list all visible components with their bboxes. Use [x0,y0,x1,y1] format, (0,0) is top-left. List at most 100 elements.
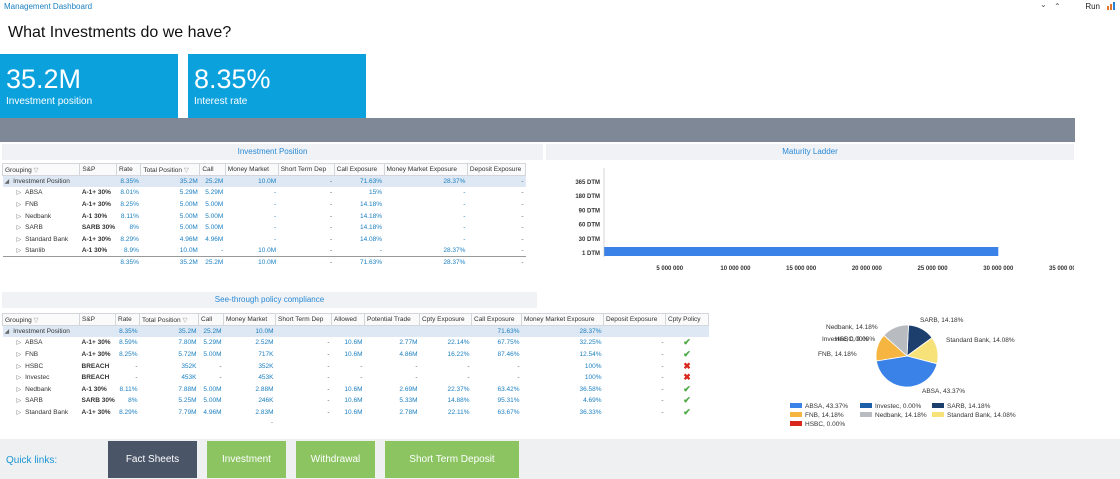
run-button[interactable]: Run [1085,2,1100,11]
call-cell: 25.2M [198,325,224,338]
call-cell: 5.00M [203,385,222,393]
rate-cell: 8.59% [119,339,138,347]
collapse-icon[interactable]: ◢ [4,179,10,186]
column-header[interactable]: Potential Trade [364,313,420,326]
table-row[interactable]: ◢ Investment Position 8.35% 35.2M 25.2M 10.0M… [2,325,709,338]
table-row[interactable]: ▷ Standard Bank A-1+ 30% 8.29% 7.79M 4.96M 2.8… [3,407,709,419]
table-row[interactable]: ▷ FNB A-1+ 30% 8.25% 5.00M 5.00M - - 14.18% - - [3,199,526,211]
expand-icon[interactable]: ▷ [16,213,22,220]
total-cell: 7.79M [178,408,197,416]
column-header[interactable]: Grouping ▽ [2,313,80,326]
expand-icon[interactable]: ▷ [16,236,22,243]
pt-cell: 5.33M [399,397,418,405]
column-header[interactable]: Call Exposure [333,163,385,176]
table-row[interactable]: ◢ Investment Position 8.35% 35.2M 25.2M 10.0M… [2,175,526,188]
filter-icon[interactable]: ▽ [31,316,39,324]
short-term-deposit-button[interactable]: Short Term Deposit [385,441,519,478]
rate-cell: 8.25% [119,350,138,358]
table-row[interactable]: ▷ Standard Bank A-1+ 30% 8.29% 4.96M 4.96M - - 1… [3,233,526,245]
chevron-down-icon[interactable]: ⌄ [1040,0,1047,9]
mm-cell: 2.83M [255,408,274,416]
grouping-cell: ▷ SARB [16,397,43,405]
grouping-cell: ▷ Nedbank [16,212,52,220]
column-header[interactable]: Money Market Exposure [521,313,604,326]
column-header[interactable]: S&P [79,313,116,326]
table-row[interactable]: ▷ ABSA A-1+ 30% 8.59% 7.80M 5.29M 2.52M - 10.6M 2… [3,337,709,349]
mmexp-cell: 32.25% [579,339,602,347]
rate-cell: - [135,362,138,370]
column-header[interactable]: Rate [115,313,140,326]
expand-icon[interactable]: ▷ [16,225,22,232]
column-header[interactable]: Short Term Dep [277,163,335,176]
column-header[interactable]: S&P [79,163,117,176]
pt-cell: - [415,362,418,370]
expand-icon[interactable]: ▷ [16,386,22,393]
column-header[interactable]: Call Exposure [471,313,522,326]
sp-cell: A-1+ 30% [81,200,111,208]
table-row[interactable]: ▷ Nedbank A-1 30% 8.11% 7.88M 5.00M 2.88M - 10.6… [3,383,709,395]
investment-button[interactable]: Investment [207,441,286,478]
expand-icon[interactable]: ▷ [16,248,22,255]
sp-cell: BREACH [81,362,110,370]
rate-cell: 8.25% [120,200,139,208]
filter-icon[interactable]: ▽ [182,166,189,174]
table-row[interactable]: ▷ SARB SARB 30% 8% 5.25M 5.00M 246K - 10.6M 5.33M… [3,395,709,407]
total-cell: 5.25M [178,397,197,405]
table-row[interactable]: ▷ SARB SARB 30% 8% 5.00M 5.00M - - 14.18% - - [3,222,526,234]
filter-icon[interactable]: ▽ [31,166,39,174]
money-market-cell: - [274,212,277,220]
expand-icon[interactable]: ▷ [16,409,22,416]
y-tick-label: 30 DTM [579,237,600,243]
column-header[interactable]: Grouping ▽ [1,163,81,176]
column-header[interactable]: Call [198,313,224,326]
column-header[interactable]: Short Term Dep [275,313,332,326]
column-header[interactable]: Total Position ▽ [139,313,199,326]
expand-icon[interactable]: ▷ [16,363,22,370]
table-row[interactable]: ▷ FNB A-1+ 30% 8.25% 5.72M 5.00M 717K - 10.6M 4.8… [3,349,709,361]
fact-sheets-button[interactable]: Fact Sheets [108,441,197,478]
table-row[interactable]: ▷ ABSA A-1+ 30% 8.01% 5.29M 5.29M - - 15% - - [3,187,526,199]
withdrawal-button[interactable]: Withdrawal [296,441,375,478]
legend-label: SARB, 14.18% [947,403,991,410]
table-row[interactable]: ▷ Investec BREACH - 453K - 453K - - - - - 100% - ✖ [3,372,709,384]
column-header[interactable]: Deposit Exposure [603,313,666,326]
expand-icon[interactable]: ▷ [16,340,22,347]
expand-icon[interactable]: ▷ [16,351,22,358]
column-header[interactable]: Cpty Policy [665,313,709,326]
callexp-cell: 63.67% [497,408,520,416]
money-market-cell: - [274,224,277,232]
allowed-cell: - [360,374,363,382]
collapse-icon[interactable]: ◢ [4,329,10,336]
call-cell: 4.96M [205,235,224,243]
column-header[interactable]: Call [199,163,226,176]
total-callexp-cell: 71.63% [334,256,384,269]
expand-icon[interactable]: ▷ [16,375,22,382]
column-header[interactable]: Money Market [223,313,276,326]
check-icon: ✔ [683,348,691,359]
column-header[interactable]: Cpty Exposure [419,313,472,326]
table-row[interactable]: ▷ HSBC BREACH - 352K - 352K - - - - - 100% - ✖ [3,360,709,372]
rate-cell: - [135,374,138,382]
column-header[interactable]: Money Market [224,163,279,176]
column-header[interactable]: Deposit Exposure [466,163,527,176]
expand-icon[interactable]: ▷ [16,398,22,405]
y-tick-label: 60 DTM [579,223,600,229]
chevron-up-icon[interactable]: ⌃ [1054,2,1061,11]
table-row[interactable]: ▷ Nedbank A-1 30% 8.11% 5.00M 5.00M - - 14.18% - - [3,210,526,222]
table-row[interactable]: ▷ Stanlib A-1 30% 8.9% 10.0M - 10.0M - - 28.37% - [3,245,526,257]
total-rate-cell: 8.35% [116,256,141,269]
column-header[interactable]: Allowed [331,313,365,326]
mm-cell: 717K [258,350,274,358]
column-header[interactable]: Rate [115,163,142,176]
policy-cell: ✔ [666,337,709,349]
kpi-value: 8.35% [194,64,271,94]
expand-icon[interactable]: ▷ [16,201,22,208]
column-header[interactable]: Money Market Exposure [383,163,468,176]
run-icon[interactable] [1106,1,1116,11]
sp-cell [79,256,117,269]
column-header[interactable]: Total Position ▽ [140,163,201,176]
depexp-cell: - [661,350,664,358]
expand-icon[interactable]: ▷ [16,190,22,197]
filter-icon[interactable]: ▽ [180,316,188,324]
short-term-cell: - [329,189,333,197]
